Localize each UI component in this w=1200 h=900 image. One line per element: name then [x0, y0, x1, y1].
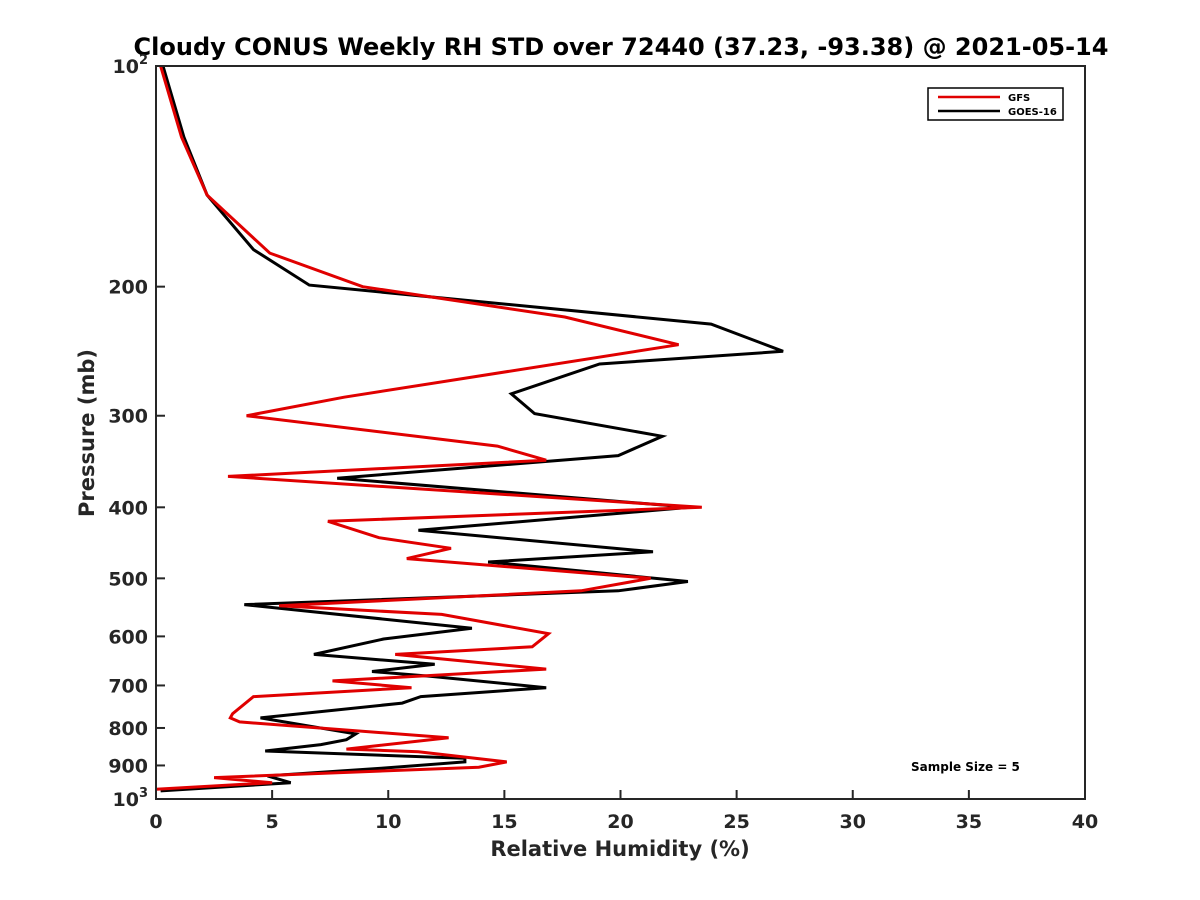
x-tick-label: 10 [375, 811, 401, 833]
y-tick-label: 800 [108, 718, 148, 740]
y-tick-label: 500 [108, 568, 148, 590]
y-tick-label: 700 [108, 675, 148, 697]
y-tick-label: 900 [108, 755, 148, 777]
y-tick-label: 600 [108, 626, 148, 648]
y-tick-label: 102 [113, 53, 149, 78]
x-tick-label: 0 [149, 811, 162, 833]
series-layer [155, 65, 784, 793]
x-tick-label: 40 [1072, 811, 1098, 833]
x-tick-label: 25 [723, 811, 749, 833]
plot-area-frame [155, 65, 1086, 800]
y-axis: 102 200 300 400 500 600 700 800 900 103 [108, 53, 165, 811]
y-tick-label: 200 [108, 277, 148, 299]
x-tick-label: 35 [956, 811, 982, 833]
chart-title: Cloudy CONUS Weekly RH STD over 72440 (3… [134, 33, 1109, 61]
sample-size-annotation: Sample Size = 5 [911, 760, 1020, 774]
legend: GFS GOES-16 [927, 87, 1064, 121]
series-line-gfs [155, 65, 702, 791]
legend-label-gfs: GFS [1008, 93, 1030, 104]
y-tick-label: 400 [108, 497, 148, 519]
x-axis-label: Relative Humidity (%) [490, 837, 749, 861]
x-tick-label: 30 [840, 811, 866, 833]
y-tick-label: 103 [113, 786, 149, 811]
x-tick-label: 20 [607, 811, 633, 833]
x-axis: 0 5 10 15 20 25 30 35 40 [149, 790, 1098, 833]
x-tick-label: 15 [491, 811, 517, 833]
legend-box [927, 87, 1064, 121]
series-line-goes-16 [160, 65, 784, 793]
x-tick-label: 5 [266, 811, 279, 833]
legend-label-goes-16: GOES-16 [1008, 107, 1057, 118]
y-tick-label: 300 [108, 406, 148, 428]
y-axis-label: Pressure (mb) [75, 349, 99, 517]
